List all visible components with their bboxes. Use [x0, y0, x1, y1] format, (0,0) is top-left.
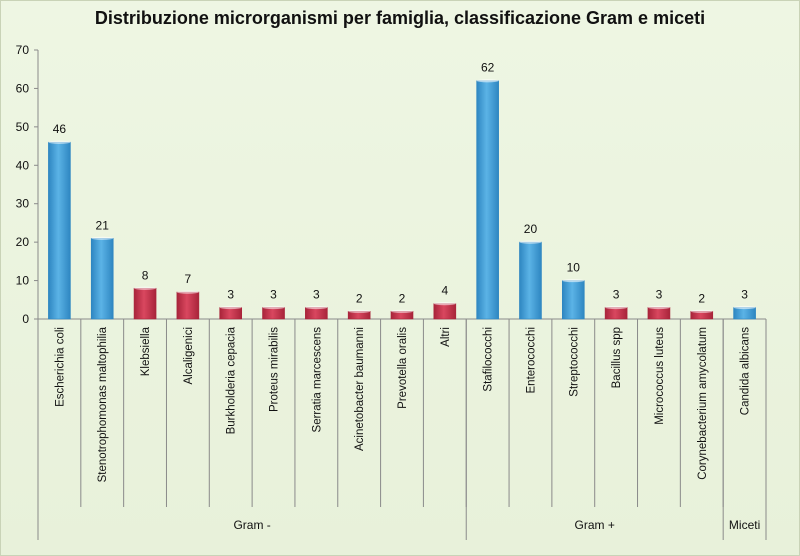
bar-cap	[134, 286, 157, 290]
bar-cap	[562, 278, 585, 283]
bar-cap	[647, 305, 670, 310]
category-label: Prevotella oralis	[397, 327, 409, 409]
data-label: 62	[481, 61, 495, 75]
bar-cap	[605, 305, 628, 310]
data-label: 46	[53, 122, 67, 136]
bar	[476, 80, 499, 320]
bar-cap	[690, 309, 713, 313]
category-label: Acinetobacter baumanni	[354, 327, 366, 451]
bar	[604, 307, 628, 320]
data-label: 21	[96, 218, 110, 232]
bar-cap	[433, 302, 456, 306]
bar	[90, 238, 114, 320]
bar	[519, 241, 542, 320]
bar-cap	[476, 79, 499, 83]
category-label: Stafilococchi	[483, 327, 495, 392]
bar	[647, 307, 671, 320]
y-tick-label: 10	[16, 274, 30, 288]
category-label: Proteus mirabilis	[269, 327, 281, 412]
y-tick-label: 0	[22, 312, 29, 326]
bar	[133, 287, 157, 320]
y-tick-label: 50	[16, 120, 30, 134]
data-label: 2	[399, 291, 406, 305]
bar-cap	[262, 305, 285, 310]
data-label: 3	[270, 287, 277, 301]
category-label: Alcaligenici	[183, 327, 195, 385]
data-label: 3	[741, 287, 748, 301]
y-tick-label: 60	[16, 81, 30, 95]
group-label: Gram +	[575, 518, 615, 532]
bar-cap	[91, 236, 114, 240]
category-label: Serratia marcescens	[311, 327, 323, 433]
category-label: Bacillus spp	[611, 327, 623, 388]
category-label: Klebsiella	[140, 326, 152, 376]
bar	[305, 307, 328, 320]
data-label: 8	[142, 268, 149, 282]
category-label: Corynebacterium amycolatum	[697, 327, 709, 480]
category-label: Micrococcus luteus	[654, 327, 666, 425]
bar-cap	[348, 309, 371, 313]
y-tick-label: 70	[16, 43, 30, 57]
y-tick-label: 40	[16, 158, 30, 172]
data-label: 3	[656, 287, 663, 301]
bar	[433, 303, 457, 320]
bar-cap	[391, 309, 413, 313]
category-label: Streptococchi	[568, 327, 580, 397]
bar-cap	[176, 290, 199, 294]
y-tick-label: 20	[16, 235, 30, 249]
bar-cap	[519, 240, 542, 244]
data-label: 20	[524, 222, 538, 236]
data-label: 2	[698, 291, 705, 305]
bar	[733, 307, 756, 320]
bar-cap	[305, 305, 328, 310]
data-label: 3	[313, 287, 320, 301]
group-label: Gram -	[233, 518, 270, 532]
data-label: 3	[227, 287, 234, 301]
group-label: Miceti	[729, 518, 760, 532]
data-label: 7	[185, 272, 192, 286]
bar	[48, 141, 71, 320]
bar-cap	[733, 305, 756, 310]
category-label: Escherichia coli	[54, 327, 66, 407]
bar-cap	[48, 140, 71, 144]
bar	[561, 280, 585, 320]
bar-cap	[219, 305, 242, 310]
chart-title: Distribuzione microrganismi per famiglia…	[94, 8, 706, 28]
category-label: Burkholderia cepacia	[226, 326, 238, 434]
category-label: Candida albicans	[740, 327, 752, 415]
data-label: 10	[567, 261, 581, 275]
y-tick-label: 30	[16, 197, 30, 211]
data-label: 4	[441, 284, 448, 298]
category-label: Stenotrophomonas maltophilia	[97, 326, 109, 482]
data-label: 2	[356, 291, 363, 305]
data-label: 3	[613, 287, 620, 301]
bar	[219, 307, 243, 320]
category-label: Enterococchi	[525, 327, 537, 393]
bar	[262, 307, 285, 320]
bar	[176, 291, 200, 320]
category-label: Altri	[440, 327, 452, 347]
